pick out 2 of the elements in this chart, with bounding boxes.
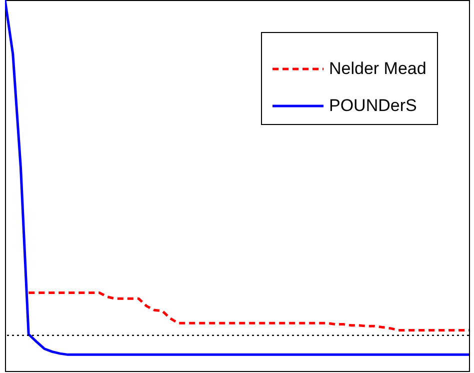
legend-label: Nelder Mead	[329, 59, 426, 78]
legend-label: POUNDerS	[329, 96, 417, 115]
